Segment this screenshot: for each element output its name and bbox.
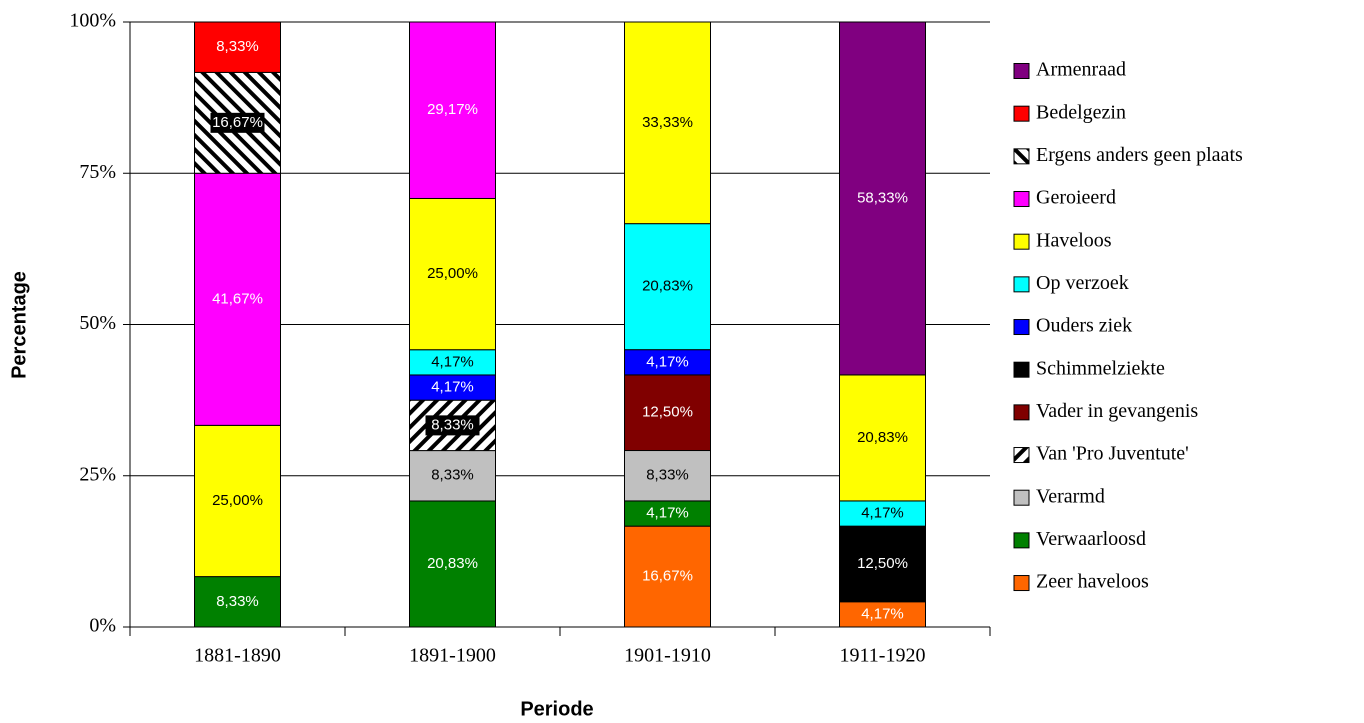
- bar-segment: [409, 349, 496, 376]
- data-label: 33,33%: [642, 114, 693, 131]
- data-label: 4,17%: [431, 353, 474, 370]
- legend-swatch: [1013, 489, 1030, 506]
- x-axis-title: Periode: [520, 698, 593, 720]
- legend-label: Op verzoek: [1036, 272, 1129, 294]
- x-tick-label: 1911-1920: [840, 645, 926, 667]
- legend-swatch: [1013, 319, 1030, 336]
- bar-segment: [409, 500, 496, 628]
- data-label: 8,33%: [431, 416, 474, 433]
- data-label: 16,67%: [212, 114, 263, 131]
- bar-segment: [624, 450, 711, 502]
- label-box: [425, 415, 480, 436]
- legend-label: Armenraad: [1036, 59, 1126, 81]
- bar-segment: [624, 500, 711, 527]
- data-label: 8,33%: [646, 467, 689, 484]
- bar-segment: [409, 197, 496, 351]
- legend-label: Ouders ziek: [1036, 315, 1132, 337]
- legend-swatch: [1013, 148, 1030, 165]
- legend-swatch: [1013, 404, 1030, 421]
- legend-swatch: [1013, 233, 1030, 250]
- x-tick-label: 1901-1910: [624, 645, 711, 667]
- data-label: 8,33%: [216, 38, 259, 55]
- legend-label: Van 'Pro Juventute': [1036, 443, 1189, 465]
- data-label: 12,50%: [857, 555, 908, 572]
- legend-label: Bedelgezin: [1036, 101, 1126, 123]
- data-label: 25,00%: [212, 492, 263, 509]
- data-label: 20,83%: [427, 555, 478, 572]
- bar-segment: [409, 21, 496, 199]
- legend-swatch: [1013, 361, 1030, 378]
- label-box: [210, 112, 265, 133]
- x-tick-label: 1891-1900: [409, 645, 496, 667]
- legend-label: Schimmelziekte: [1036, 357, 1165, 379]
- bar-segment: [624, 21, 711, 225]
- bar-segment: [624, 525, 711, 628]
- y-axis-title: Percentage: [8, 271, 30, 379]
- x-tick-label: 1881-1890: [194, 645, 281, 667]
- legend-label: Ergens anders geen plaats: [1036, 144, 1243, 166]
- bar-segment: [194, 576, 281, 628]
- data-label: 4,17%: [646, 505, 689, 522]
- legend-swatch: [1013, 276, 1030, 293]
- data-label: 8,33%: [216, 593, 259, 610]
- legend-label: Haveloos: [1036, 229, 1112, 251]
- bar-segment: [839, 21, 926, 376]
- data-label: 58,33%: [857, 189, 908, 206]
- legend-swatch: [1013, 105, 1030, 122]
- bar-segment: [194, 172, 281, 426]
- data-label: 4,17%: [861, 605, 904, 622]
- y-tick-label: 25%: [79, 463, 116, 485]
- data-label: 4,17%: [646, 353, 689, 370]
- legend-label: Zeer haveloos: [1036, 571, 1149, 593]
- legend-label: Geroieerd: [1036, 187, 1116, 209]
- bar-segment: [194, 21, 281, 73]
- legend-label: Verarmd: [1036, 485, 1105, 507]
- legend-swatch: [1013, 63, 1030, 79]
- legend-swatch: [1013, 191, 1030, 208]
- data-label: 29,17%: [427, 101, 478, 118]
- legend-swatch: [1013, 575, 1030, 592]
- bar-segment: [194, 424, 281, 578]
- data-label: 20,83%: [642, 278, 693, 295]
- bar-segment: [409, 450, 496, 502]
- legend-swatch: [1013, 447, 1030, 464]
- y-tick-label: 0%: [89, 615, 116, 637]
- bar-segment: [624, 349, 711, 376]
- bar-segment: [624, 223, 711, 351]
- data-label: 41,67%: [212, 290, 263, 307]
- bar-segment: [624, 374, 711, 452]
- data-label: 25,00%: [427, 265, 478, 282]
- y-tick-label: 50%: [79, 312, 116, 334]
- data-label: 12,50%: [642, 404, 693, 421]
- y-tick-label: 100%: [69, 10, 116, 32]
- data-label: 20,83%: [857, 429, 908, 446]
- legend-label: Verwaarloosd: [1036, 528, 1146, 550]
- data-label: 16,67%: [642, 568, 693, 585]
- bar-segment: [409, 374, 496, 401]
- bar-segment: [839, 374, 926, 502]
- data-label: 8,33%: [431, 467, 474, 484]
- bar-segment: [839, 601, 926, 628]
- legend-swatch: [1013, 532, 1030, 549]
- data-label: 4,17%: [431, 379, 474, 396]
- y-tick-label: 75%: [79, 161, 116, 183]
- data-label: 4,17%: [861, 505, 904, 522]
- bar-segment: [839, 525, 926, 603]
- legend-label: Vader in gevangenis: [1036, 400, 1198, 422]
- bar-segment: [839, 500, 926, 527]
